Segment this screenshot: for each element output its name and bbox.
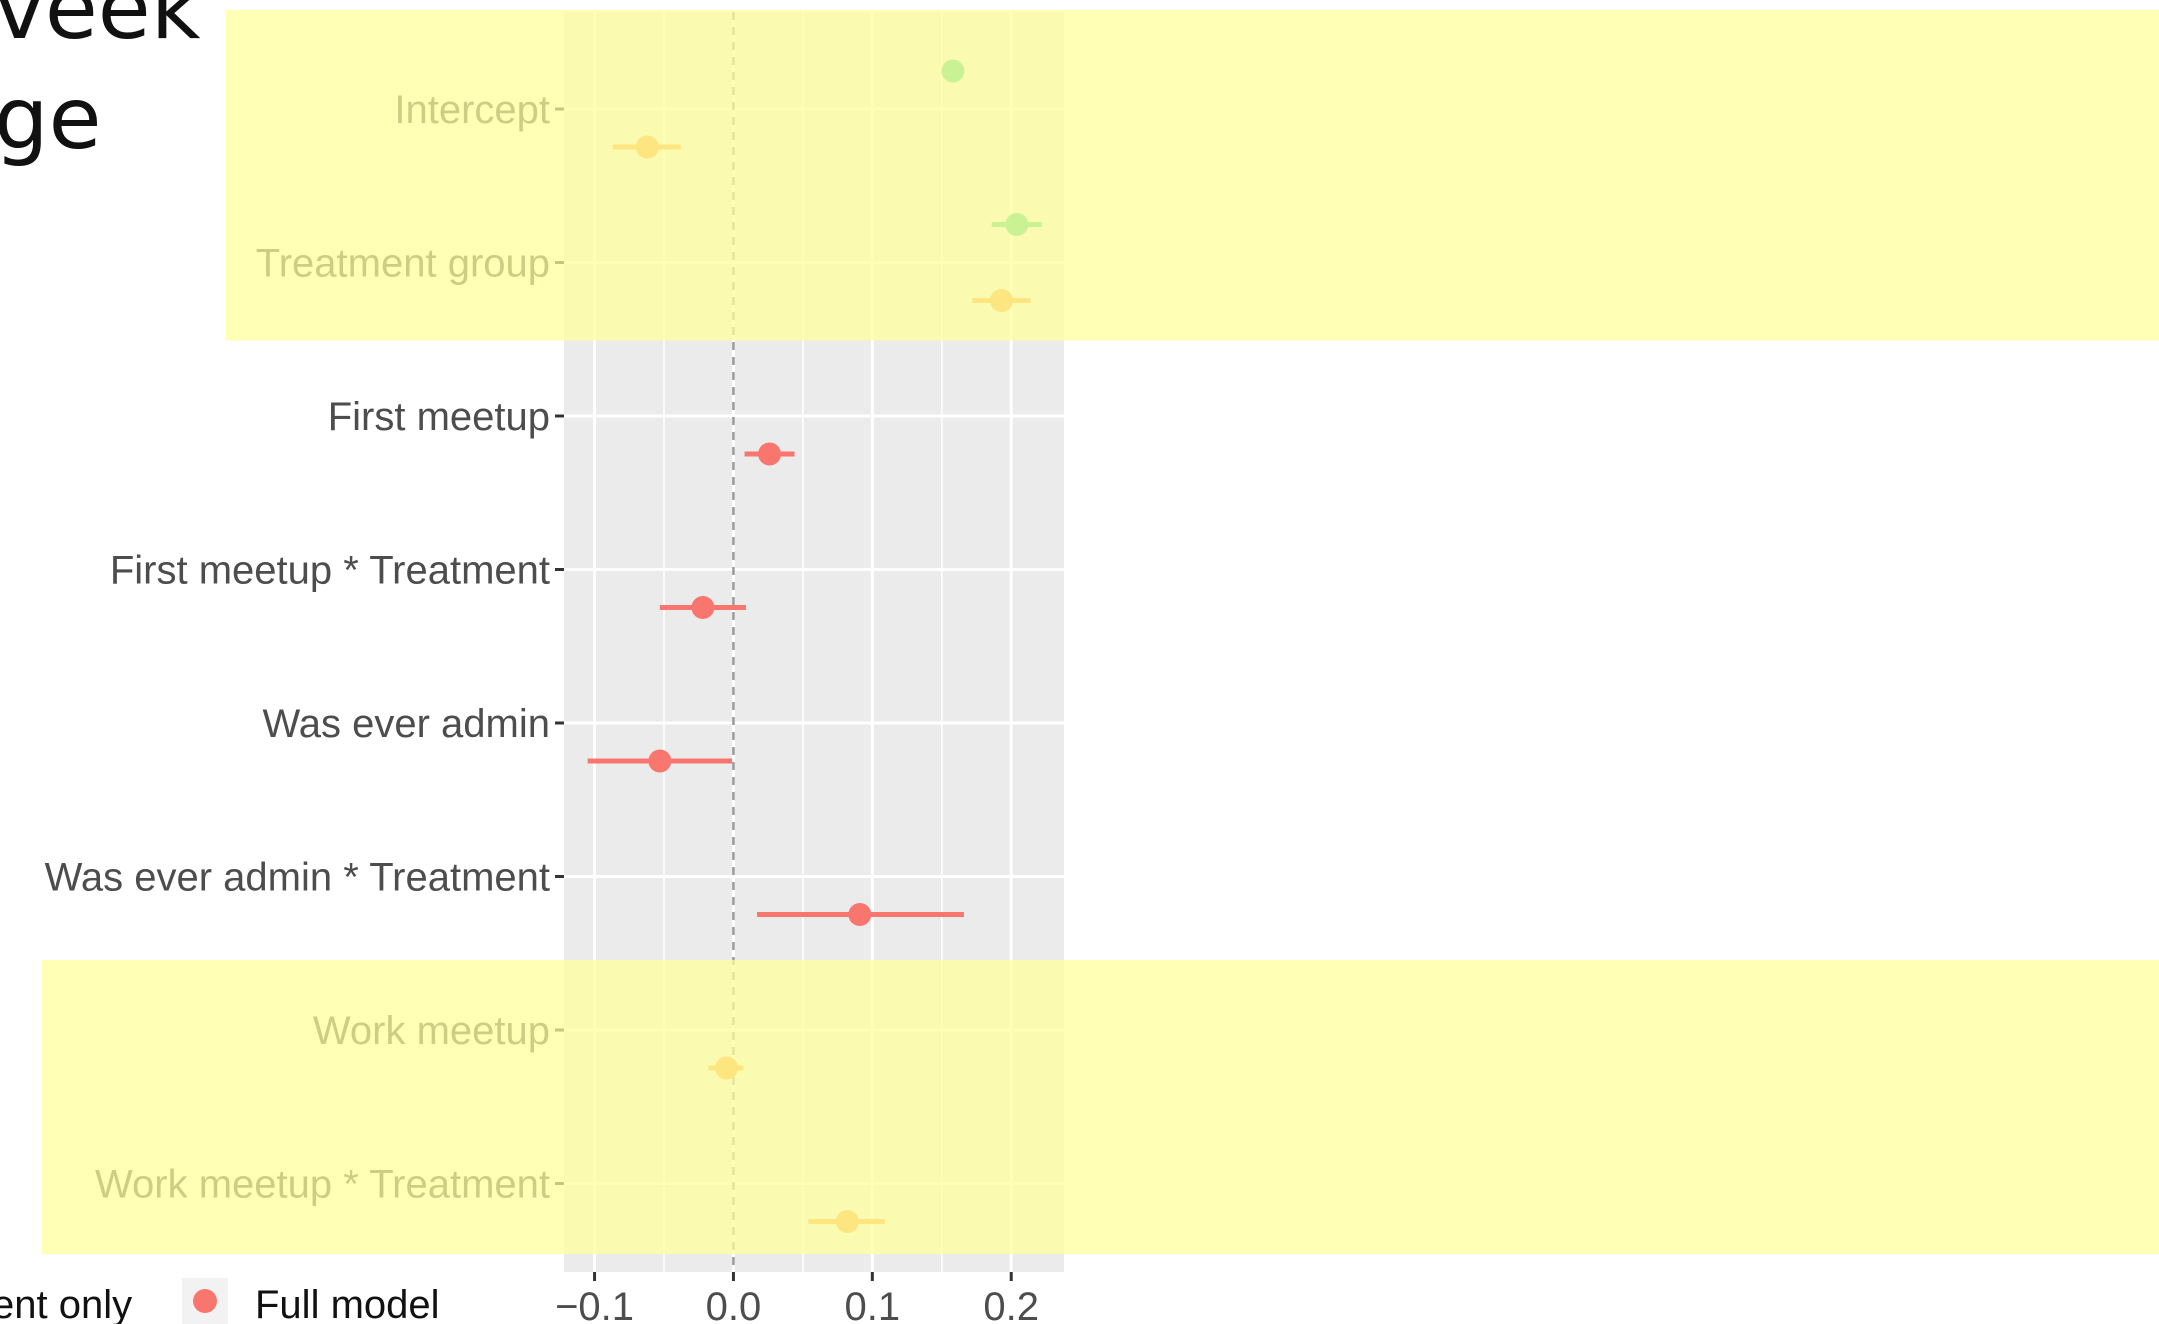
full-model-point-first-meetup: [758, 442, 782, 466]
legend: ent only Full model: [0, 1278, 440, 1324]
highlight-bands: [42, 10, 2159, 1254]
slide-title-fragment-2: ge: [0, 69, 102, 169]
y-tick-label: Was ever admin: [263, 702, 551, 746]
x-tick-label: 0.1: [845, 1285, 901, 1324]
slide-title-fragment-1: veek: [0, 0, 201, 59]
legend-label-treatment-only: ent only: [0, 1283, 132, 1324]
highlight-band-2: [42, 960, 2159, 1254]
x-tick-label: 0.2: [983, 1285, 1039, 1324]
full-model-point-was-ever-admin: [648, 749, 672, 773]
legend-key-full-model: [193, 1289, 217, 1313]
full-model-point-first-meetup-treatment: [691, 596, 715, 619]
y-tick-label: First meetup: [328, 395, 550, 439]
y-tick-label: Was ever admin * Treatment: [45, 856, 550, 900]
x-tick-label: −0.1: [555, 1285, 634, 1324]
x-tick-label: 0.0: [706, 1285, 762, 1324]
highlight-band-1: [226, 10, 2159, 341]
y-tick-label: First meetup * Treatment: [110, 549, 550, 593]
full-model-point-was-ever-admin-treatment: [848, 903, 872, 926]
x-axis: −0.1 0.0 0.1 0.2: [555, 1272, 1039, 1324]
legend-label-full-model: Full model: [255, 1283, 440, 1324]
